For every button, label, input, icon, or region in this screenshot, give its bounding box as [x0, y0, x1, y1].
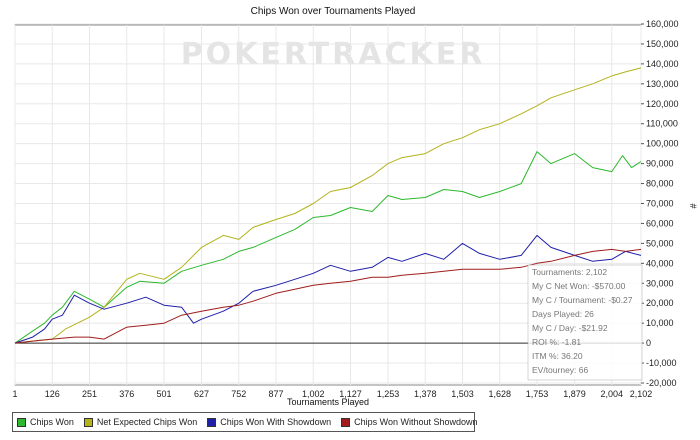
stats-line: ITM %: 36.20 [532, 351, 583, 361]
series-line-chips-won-without-showdown [14, 248, 642, 344]
y-tick-label: 140,000 [646, 59, 679, 69]
y-tick-label: 150,000 [646, 39, 679, 49]
legend-swatch [341, 417, 351, 427]
stats-line: EV/tourney: 66 [532, 365, 589, 375]
x-tick-label: 251 [82, 389, 97, 399]
y-tick-label: 10,000 [646, 318, 674, 328]
y-tick-label: 70,000 [646, 199, 674, 209]
legend-swatch [17, 417, 26, 427]
y-tick-label: 30,000 [646, 278, 674, 288]
x-axis-title: Tournaments Played [287, 397, 369, 407]
y-tick-label: 90,000 [646, 159, 674, 169]
legend-label: Chips Won Without Showdown [354, 417, 478, 427]
chips-won-chart: Chips Won over Tournaments Played POKERT… [12, 6, 698, 407]
x-tick-label: 1,002 [302, 389, 325, 399]
legend-item: Net Expected Chips Won [83, 417, 198, 427]
y-tick-label: 20,000 [646, 298, 674, 308]
legend-label: Chips Won [30, 417, 74, 427]
y-tick-label: -10,000 [646, 358, 677, 368]
x-tick-label: 501 [156, 389, 171, 399]
x-gridlines [14, 25, 642, 385]
chart-title: Chips Won over Tournaments Played [251, 6, 416, 17]
y-tick-label: 60,000 [646, 218, 674, 228]
x-tick-label: 376 [119, 389, 134, 399]
y-tick-label: 0 [646, 338, 651, 348]
y-tick-label: 120,000 [646, 99, 679, 109]
stats-line: Days Played: 26 [532, 309, 594, 319]
x-tick-label: 752 [231, 389, 246, 399]
x-tick-label: 2,004 [601, 389, 624, 399]
series-lines [14, 67, 642, 344]
y-tick-label: 160,000 [646, 19, 679, 29]
x-tick-label: 1,503 [451, 389, 474, 399]
stats-line: ROI %: -1.81 [532, 337, 581, 347]
y-tick-label: 130,000 [646, 79, 679, 89]
y-tick-label: 50,000 [646, 238, 674, 248]
y-tick-labels: -20,000 -10,000 0 10,000 20,000 30,000 40,000 5… [646, 19, 679, 388]
x-tick-label: 1,127 [339, 389, 362, 399]
legend-label: Chips Won With Showdown [220, 417, 332, 427]
y-tick-label: 80,000 [646, 179, 674, 189]
legend-swatch [207, 417, 217, 427]
y-tick-label: -20,000 [646, 378, 677, 388]
x-tick-label: 1,628 [489, 389, 512, 399]
y-tick-label: 100,000 [646, 139, 679, 149]
stats-box-background [527, 264, 643, 381]
stats-line: My C / Day: -$21.92 [532, 323, 608, 333]
x-tick-label: 126 [45, 389, 60, 399]
stats-line: My C Net Won: -$570.00 [532, 281, 626, 291]
legend-item: Chips Won Without Showdown [341, 417, 478, 427]
legend-item: Chips Won [17, 417, 74, 427]
series-line-chips-won-with-showdown [14, 234, 642, 344]
stats-line: Tournaments: 2,102 [532, 267, 607, 277]
y-tick-label: 110,000 [646, 119, 678, 129]
series-line-net-expected-chips-won [14, 67, 642, 344]
legend-swatch [83, 417, 93, 427]
pokertracker-watermark: POKERTRACKER [181, 37, 486, 72]
legend-label: Net Expected Chips Won [96, 417, 198, 427]
x-tick-label: 1,253 [377, 389, 400, 399]
series-line-chips-won [14, 151, 642, 344]
y-axis-unit: # [688, 203, 698, 208]
x-tick-label: 1,378 [414, 389, 437, 399]
x-tick-labels: 1 126 251 376 501 627 752 877 1,002 1,127 1,253 1,3… [12, 389, 652, 399]
x-tick-label: 1 [12, 389, 17, 399]
stats-box: Tournaments: 2,102 My C Net Won: -$570.00… [527, 264, 643, 381]
x-tick-label: 2,102 [630, 389, 653, 399]
x-tick-label: 1,753 [526, 389, 549, 399]
x-tick-label: 627 [194, 389, 209, 399]
chart-legend: Chips Won Net Expected Chips Won Chips Won… [12, 412, 478, 432]
legend-item: Chips Won With Showdown [207, 417, 331, 427]
x-tick-label: 1,879 [563, 389, 586, 399]
x-tick-label: 877 [268, 389, 283, 399]
y-gridlines [15, 23, 644, 384]
y-tick-label: 40,000 [646, 258, 674, 268]
stats-line: My C / Tournament: -$0.27 [532, 295, 633, 305]
